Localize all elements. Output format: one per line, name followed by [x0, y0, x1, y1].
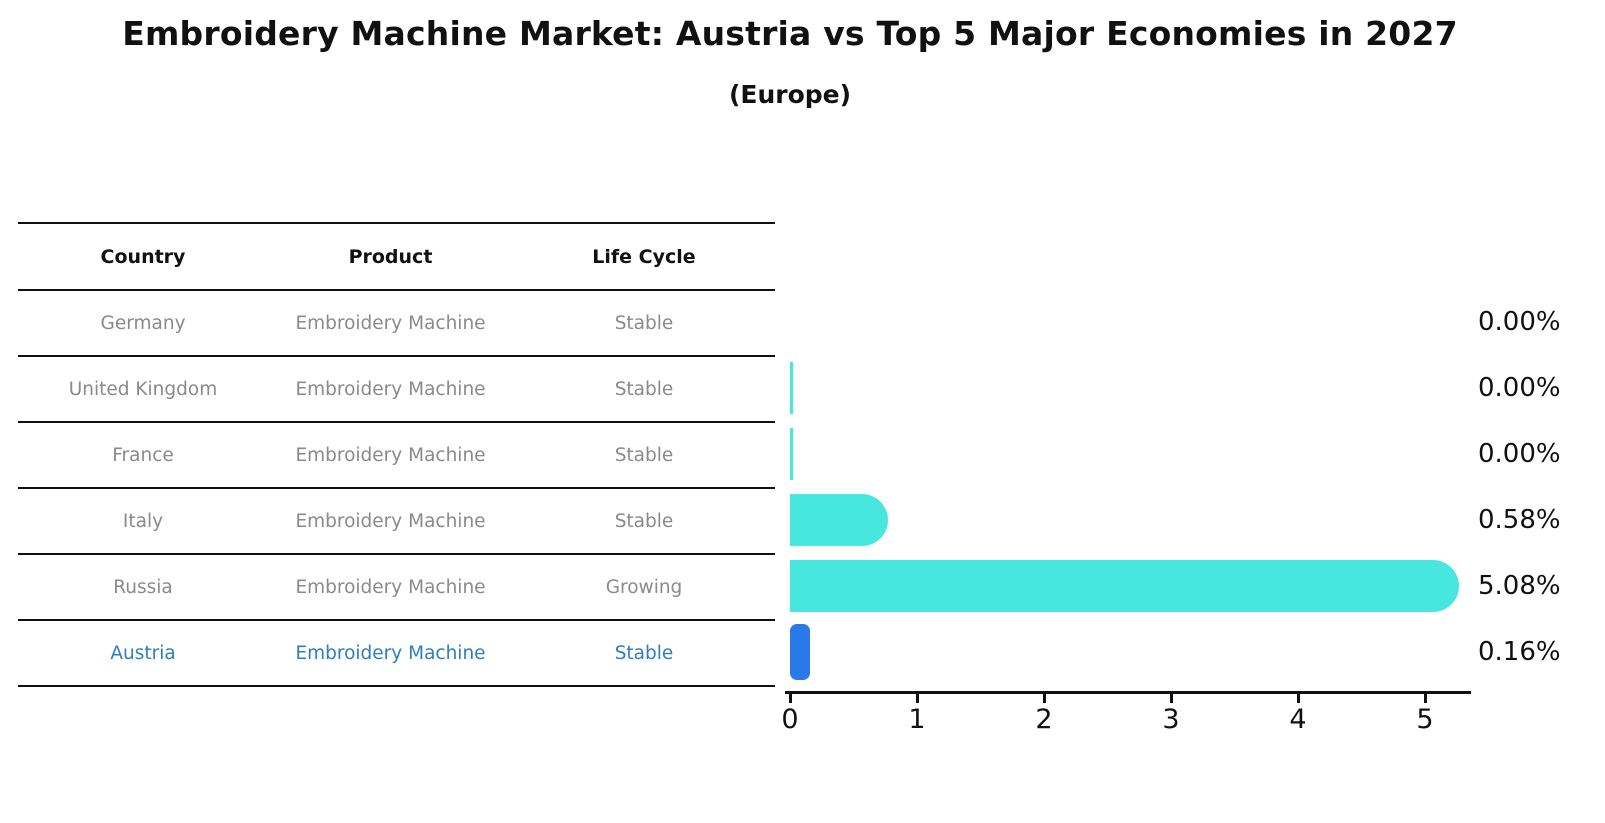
cell-country: Italy	[122, 510, 164, 532]
cell-life-cycle: Growing	[605, 576, 683, 598]
cell-life-cycle: Stable	[614, 312, 674, 334]
cell-country: Germany	[100, 312, 186, 334]
cell-country: United Kingdom	[68, 378, 218, 400]
cell-product: Embroidery Machine	[295, 378, 486, 400]
value-label-austria: 0.16%	[1478, 637, 1561, 667]
table-row-germany: Germany Embroidery Machine Stable	[18, 291, 775, 357]
chart-subtitle: (Europe)	[728, 80, 852, 109]
cell-life-cycle: Stable	[614, 642, 674, 664]
table-row-russia: Russia Embroidery Machine Growing	[18, 555, 775, 621]
x-tick-label: 3	[1162, 704, 1180, 735]
cell-country: Austria	[110, 642, 176, 664]
x-tick-label: 2	[1035, 704, 1053, 735]
data-table: Country Product Life Cycle Germany Embro…	[18, 222, 775, 687]
cell-product: Embroidery Machine	[295, 576, 486, 598]
column-header-product: Product	[348, 245, 433, 268]
value-label-russia: 5.08%	[1478, 571, 1561, 601]
table-row-france: France Embroidery Machine Stable	[18, 423, 775, 489]
value-label-united-kingdom: 0.00%	[1478, 373, 1561, 403]
cell-product: Embroidery Machine	[295, 642, 486, 664]
x-tick-label: 1	[908, 704, 926, 735]
value-label-italy: 0.58%	[1478, 505, 1561, 535]
x-tick-mark	[1424, 694, 1427, 703]
value-label-germany: 0.00%	[1478, 307, 1561, 337]
cell-product: Embroidery Machine	[295, 510, 486, 532]
bar-russia	[790, 560, 1459, 612]
cell-life-cycle: Stable	[614, 444, 674, 466]
column-header-life-cycle: Life Cycle	[592, 245, 696, 268]
table-row-austria: Austria Embroidery Machine Stable	[18, 621, 775, 687]
x-tick-mark	[1297, 694, 1300, 703]
cell-country: France	[112, 444, 174, 466]
chart-title: Embroidery Machine Market: Austria vs To…	[122, 14, 1458, 53]
cell-life-cycle: Stable	[614, 378, 674, 400]
x-tick-mark	[916, 694, 919, 703]
x-tick-mark	[1043, 694, 1046, 703]
x-tick-label: 4	[1289, 704, 1307, 735]
table-row-italy: Italy Embroidery Machine Stable	[18, 489, 775, 555]
column-header-country: Country	[100, 245, 186, 268]
x-tick-mark	[789, 694, 792, 703]
value-label-france: 0.00%	[1478, 439, 1561, 469]
bar-united-kingdom	[790, 362, 793, 414]
x-axis-line	[785, 691, 1471, 694]
table-header-row: Country Product Life Cycle	[18, 224, 775, 291]
cell-life-cycle: Stable	[614, 510, 674, 532]
x-tick-label: 0	[781, 704, 799, 735]
bar-france	[790, 428, 793, 480]
table-row-united-kingdom: United Kingdom Embroidery Machine Stable	[18, 357, 775, 423]
bar-austria-highlight	[790, 624, 810, 680]
cell-country: Russia	[113, 576, 173, 598]
cell-product: Embroidery Machine	[295, 444, 486, 466]
cell-product: Embroidery Machine	[295, 312, 486, 334]
bar-italy	[790, 494, 888, 546]
x-tick-label: 5	[1416, 704, 1434, 735]
x-tick-mark	[1170, 694, 1173, 703]
